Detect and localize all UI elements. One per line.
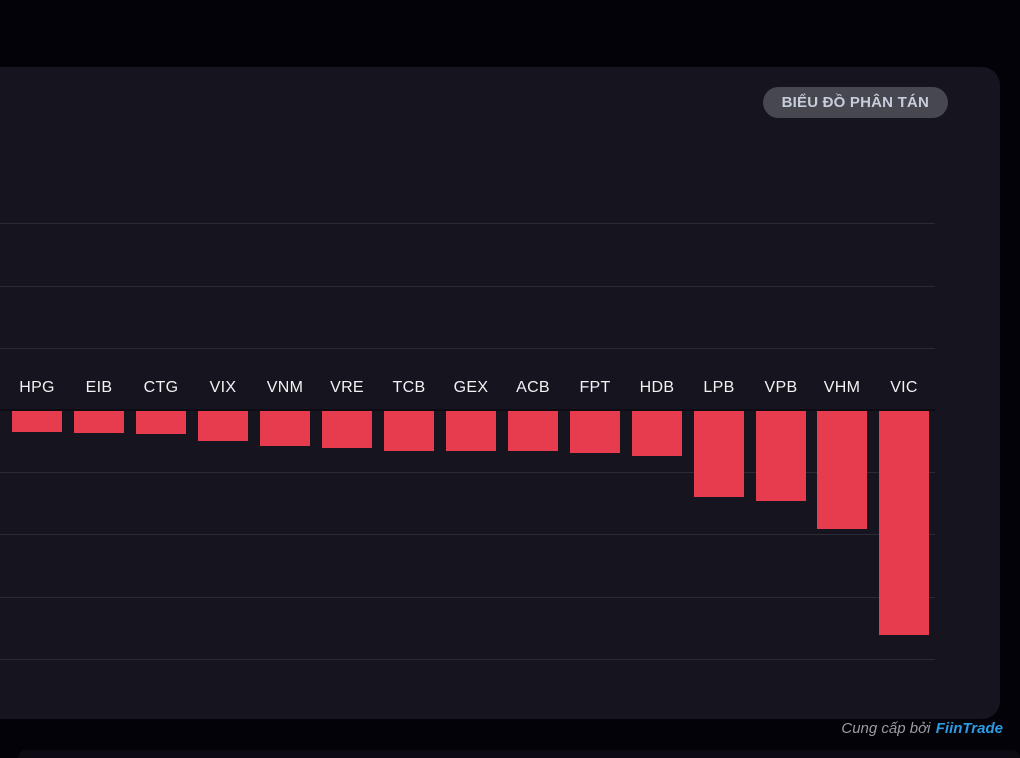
gridline [0,534,935,535]
x-axis-tick-label-hdb: HDB [639,379,675,396]
gridline [0,597,935,598]
bar-lpb[interactable] [694,411,744,497]
gridline [0,472,935,473]
x-axis-tick-label-acb: ACB [516,379,550,396]
bar-eib[interactable] [74,411,124,433]
zero-gridline [0,409,935,411]
bar-tcb[interactable] [384,411,434,451]
gridline [0,659,935,660]
x-axis-tick-label-gex: GEX [453,379,489,396]
bar-vnm[interactable] [260,411,310,446]
next-panel-top-edge [18,750,1020,758]
x-axis-tick-label-eib: EIB [85,379,113,396]
x-axis-tick-label-hpg: HPG [19,379,55,396]
bar-fpt[interactable] [570,411,620,453]
gridline [0,286,935,287]
bar-vix[interactable] [198,411,248,441]
bar-ctg[interactable] [136,411,186,434]
gridline [0,223,935,224]
bar-hpg[interactable] [12,411,62,432]
bar-vhm[interactable] [817,411,867,529]
x-axis-tick-label-vic: VIC [890,379,918,396]
chart-panel [0,67,1000,719]
bar-vre[interactable] [322,411,372,448]
provider-prefix-text: Cung cấp bởi [841,720,931,737]
bar-gex[interactable] [446,411,496,451]
x-axis-tick-label-ctg: CTG [143,379,179,396]
provider-brand-link[interactable]: FiinTrade [935,720,1003,737]
x-axis-tick-label-tcb: TCB [392,379,426,396]
scatter-chart-button[interactable]: BIỂU ĐỒ PHÂN TÁN [762,87,948,118]
x-axis-tick-label-vpb: VPB [764,379,798,396]
data-provider-caption: Cung cấp bởi FiinTrade [841,720,1003,737]
x-axis-tick-label-vhm: VHM [823,379,861,396]
x-axis-tick-label-lpb: LPB [703,379,735,396]
x-axis-tick-label-fpt: FPT [579,379,611,396]
bar-hdb[interactable] [632,411,682,456]
x-axis-tick-label-vix: VIX [209,379,237,396]
bar-vpb[interactable] [756,411,806,501]
x-axis-tick-label-vre: VRE [330,379,364,396]
bar-acb[interactable] [508,411,558,451]
bar-vic[interactable] [879,411,929,635]
gridline [0,348,935,349]
x-axis-tick-label-vnm: VNM [266,379,304,396]
